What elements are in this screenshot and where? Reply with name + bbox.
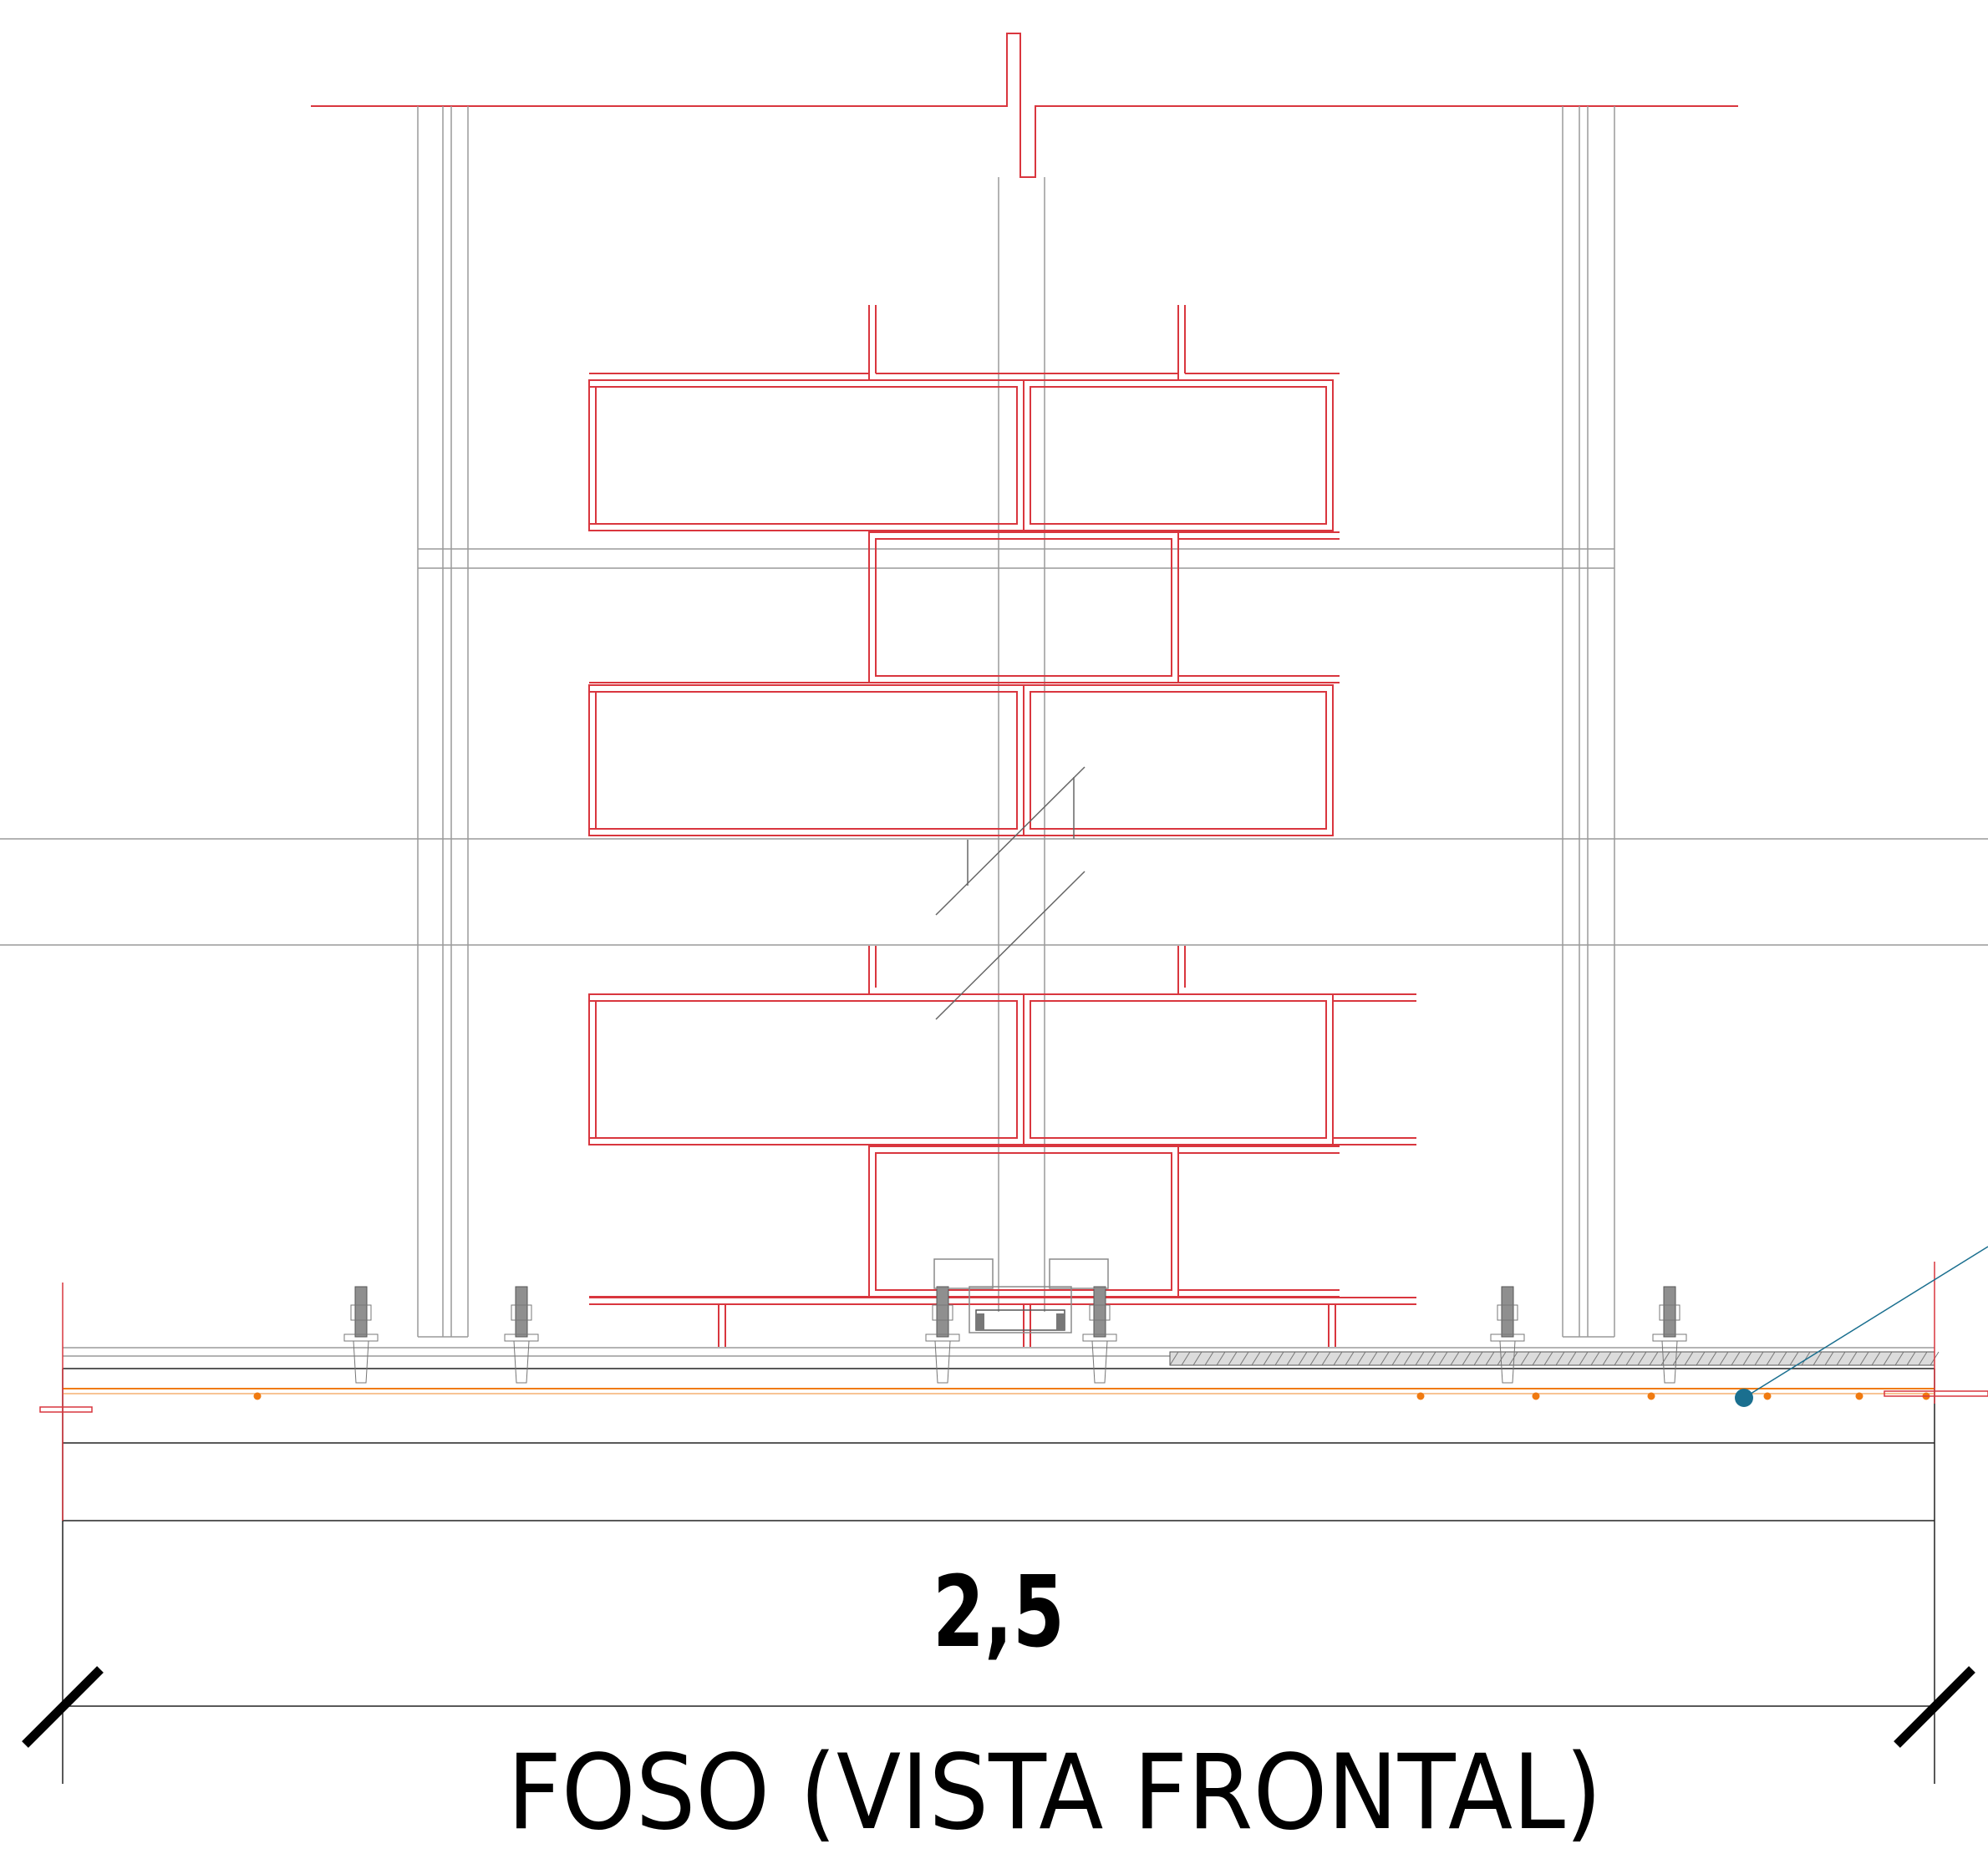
- brick-inner: [1030, 1000, 1327, 1139]
- guide-box: [933, 1258, 1109, 1333]
- end-marks: [39, 1262, 1988, 1521]
- brick: [868, 531, 1179, 683]
- brick-inner: [875, 1152, 1172, 1291]
- rebar-point: [1647, 1392, 1655, 1400]
- brick: [868, 1145, 1179, 1298]
- brick: [1023, 379, 1334, 531]
- brick: [588, 379, 1025, 531]
- anchor-bolt: [1490, 1286, 1525, 1384]
- rebar-line: [63, 1388, 1935, 1394]
- drawing-title: FOSO (VISTA FRONTAL): [507, 1733, 1602, 1849]
- brick-inner: [595, 386, 1018, 525]
- rebar-points: [253, 1392, 1930, 1400]
- screed-hatch: [1169, 1351, 1940, 1366]
- rebar-point: [1532, 1392, 1540, 1400]
- brick-wall: [588, 305, 1416, 1347]
- anchor-bolt: [504, 1286, 539, 1384]
- brick: [1023, 684, 1334, 836]
- top-beam: [311, 33, 1738, 178]
- brick-inner: [595, 691, 1018, 830]
- rebar-point: [253, 1392, 262, 1400]
- anchor-bolt: [1652, 1286, 1687, 1384]
- anchor-bolt: [925, 1286, 960, 1384]
- rebar-point: [1855, 1392, 1863, 1400]
- pit-slab: [62, 1347, 1935, 1521]
- steel-frame: [0, 106, 1988, 1338]
- brick-inner: [1030, 386, 1327, 525]
- dimension-label: 2,5: [933, 1554, 1065, 1669]
- dimension-ticks: [22, 1666, 1975, 1748]
- dimension-line: [62, 1521, 1935, 1784]
- leader-line: [1735, 1246, 1988, 1407]
- break-line-symbol: [935, 766, 1086, 1020]
- rebar-point: [1416, 1392, 1425, 1400]
- brick: [588, 993, 1025, 1145]
- anchor-bolts: [343, 1286, 1687, 1384]
- rebar-point: [1763, 1392, 1772, 1400]
- brick-inner: [595, 1000, 1018, 1139]
- brick-inner: [1030, 691, 1327, 830]
- brick-inner: [875, 538, 1172, 677]
- anchor-bolt: [343, 1286, 379, 1384]
- anchor-bolt: [1082, 1286, 1117, 1384]
- brick: [588, 684, 1025, 836]
- brick: [1023, 993, 1334, 1145]
